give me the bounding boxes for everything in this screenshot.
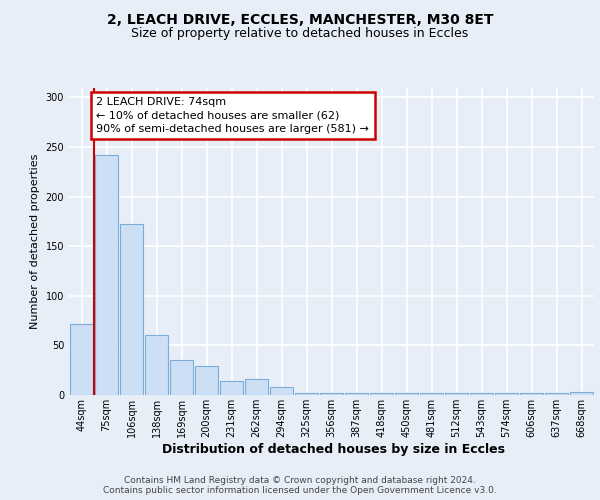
Bar xyxy=(70,324,93,395)
Bar xyxy=(120,224,143,395)
Bar xyxy=(545,393,568,395)
Bar xyxy=(320,393,343,395)
Bar xyxy=(295,393,318,395)
Bar xyxy=(420,393,443,395)
Text: Size of property relative to detached houses in Eccles: Size of property relative to detached ho… xyxy=(131,28,469,40)
Bar xyxy=(145,336,168,395)
Text: 2, LEACH DRIVE, ECCLES, MANCHESTER, M30 8ET: 2, LEACH DRIVE, ECCLES, MANCHESTER, M30 … xyxy=(107,12,493,26)
Bar xyxy=(170,360,193,395)
Bar xyxy=(495,393,518,395)
Bar xyxy=(220,381,243,395)
Bar xyxy=(245,379,268,395)
Bar xyxy=(470,393,493,395)
Bar xyxy=(345,393,368,395)
Bar xyxy=(370,393,393,395)
Bar xyxy=(570,392,593,395)
Bar xyxy=(195,366,218,395)
Bar xyxy=(270,387,293,395)
Text: Distribution of detached houses by size in Eccles: Distribution of detached houses by size … xyxy=(161,442,505,456)
Bar xyxy=(520,393,543,395)
Bar xyxy=(95,155,118,395)
Bar xyxy=(395,393,418,395)
Bar xyxy=(445,393,468,395)
Y-axis label: Number of detached properties: Number of detached properties xyxy=(30,154,40,329)
Text: 2 LEACH DRIVE: 74sqm
← 10% of detached houses are smaller (62)
90% of semi-detac: 2 LEACH DRIVE: 74sqm ← 10% of detached h… xyxy=(97,98,370,134)
Text: Contains HM Land Registry data © Crown copyright and database right 2024.
Contai: Contains HM Land Registry data © Crown c… xyxy=(103,476,497,495)
